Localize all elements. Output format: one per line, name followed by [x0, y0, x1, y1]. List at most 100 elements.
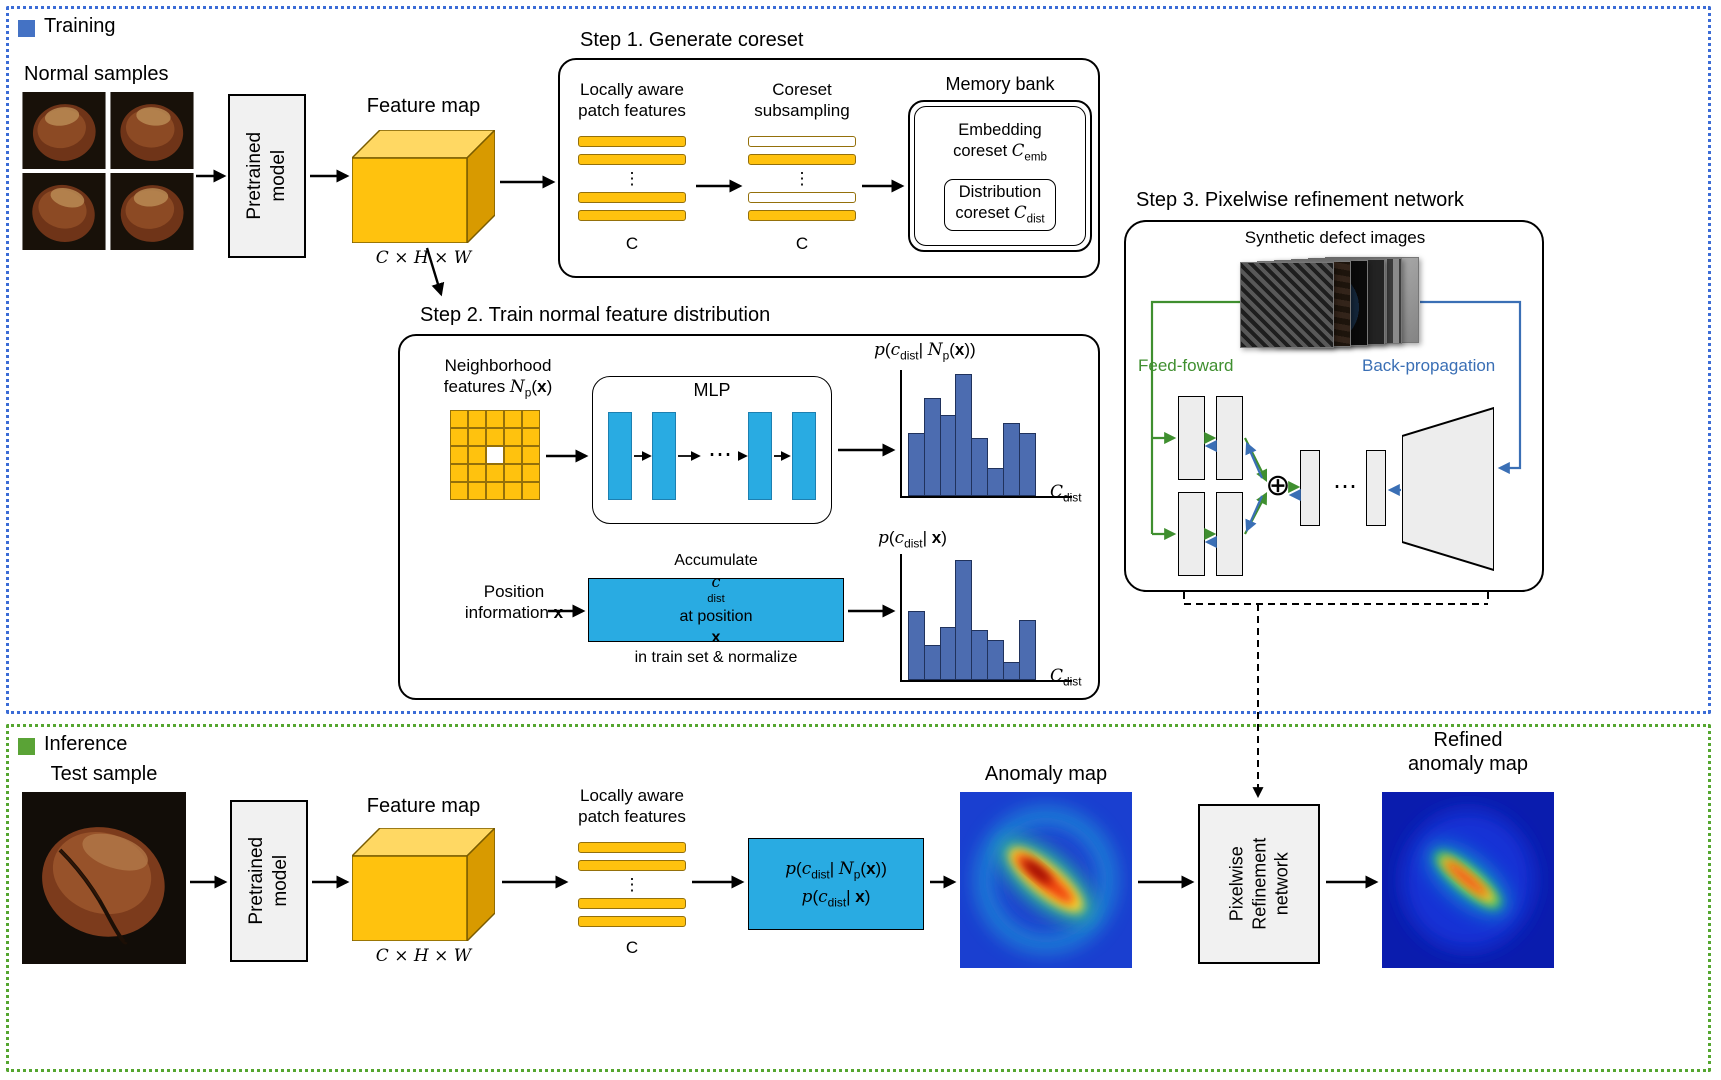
- subscript: dist: [827, 895, 847, 910]
- hist-bar: [971, 438, 989, 496]
- encoder-block: [1216, 396, 1243, 480]
- patch-features-label: Locally aware patch features: [578, 786, 686, 826]
- patch-features-label: Locally aware patch features: [578, 80, 686, 120]
- vertical-ellipsis: ⋮: [623, 169, 641, 188]
- feed-forward-label: Feed-foward: [1138, 356, 1234, 375]
- subscript: dist: [1063, 674, 1082, 689]
- normal-sample-image: [22, 173, 106, 250]
- mlp-layer-bar: [608, 412, 632, 500]
- patch-feature-bar: [578, 154, 686, 165]
- grid-cell: [504, 428, 522, 446]
- grid-cell: [468, 446, 486, 464]
- grid-cell: [450, 410, 468, 428]
- network-ellipsis: ⋯: [1333, 473, 1357, 500]
- patch-feature-bar: [748, 210, 856, 221]
- hist-bar: [1002, 422, 1020, 496]
- hist1-axis-label: Cdist: [1050, 482, 1082, 504]
- encoder-block: [1216, 492, 1243, 576]
- coreset-c-label: C: [795, 234, 809, 253]
- hist-bar: [987, 468, 1005, 496]
- feature-map-cuboid: [352, 828, 495, 941]
- grid-center-cell: [486, 446, 504, 464]
- training-region: [6, 6, 1711, 714]
- text-segment: )): [964, 340, 976, 359]
- text-segment: p: [801, 887, 813, 907]
- text-segment: (: [531, 376, 538, 396]
- hist-bar: [923, 397, 941, 496]
- embedding-coreset-label: Embedding coreset Cemb: [953, 121, 1047, 165]
- feature-map-label: Feature map: [366, 95, 481, 117]
- grid-cell: [522, 464, 540, 482]
- text-segment: c: [711, 571, 721, 591]
- subscript: dist: [900, 348, 919, 363]
- hist-bar: [1018, 619, 1036, 680]
- encoder-block: [1178, 492, 1205, 576]
- hist1-title: p(cdist| Np(x)): [874, 340, 976, 362]
- position-information-label: Position information x: [430, 582, 598, 623]
- text-segment: )): [875, 858, 887, 878]
- grid-cell: [486, 410, 504, 428]
- subscript: dist: [1063, 490, 1082, 505]
- mlp-label: MLP: [693, 380, 731, 400]
- hist-bar: [955, 373, 973, 496]
- pretrained-model-label: Pretrained model: [244, 132, 290, 220]
- subscript: p: [942, 348, 950, 363]
- hist-bar: [1018, 433, 1036, 496]
- probability-line-2: p(cdist| x): [802, 887, 871, 909]
- text-segment: c: [894, 528, 905, 548]
- mlp-layer-bar: [792, 412, 816, 500]
- grid-cell: [450, 464, 468, 482]
- neighborhood-grid: [450, 410, 540, 500]
- patch-feature-bars: ⋮: [578, 136, 686, 221]
- hist2-title: p(cdist| x): [878, 528, 947, 550]
- text-segment: x: [954, 340, 965, 359]
- text-segment: C: [1014, 202, 1027, 222]
- text-segment: x: [855, 887, 865, 906]
- coreset-subsampling-label: Coreset subsampling: [754, 80, 850, 120]
- text-segment: p: [874, 340, 885, 360]
- subscript: dist: [707, 593, 725, 606]
- feature-map-label: Feature map: [366, 795, 481, 817]
- text-segment: C: [1050, 666, 1064, 686]
- grid-cell: [504, 464, 522, 482]
- pretrained-model-label: Pretrained model: [246, 837, 292, 925]
- text-segment: in train set & normalize: [634, 649, 798, 667]
- histogram-conditional: [900, 370, 1072, 498]
- hist-bar: [908, 610, 925, 680]
- neighborhood-features-label: Neighborhood features Np(x): [414, 356, 582, 400]
- text-segment: x: [553, 602, 564, 622]
- grid-cell: [468, 410, 486, 428]
- patch-feature-bar: [578, 898, 686, 909]
- training-legend-label: Training: [44, 15, 116, 37]
- inference-region: [6, 724, 1711, 1072]
- synthetic-image-stack: [1240, 257, 1420, 352]
- grid-cell: [450, 446, 468, 464]
- grid-cell: [504, 482, 522, 500]
- step1-box: [558, 58, 1100, 278]
- back-propagation-label: Back-propagation: [1362, 356, 1496, 375]
- text-segment: x: [711, 628, 721, 646]
- text-segment: c: [801, 858, 812, 879]
- grid-cell: [486, 464, 504, 482]
- inference-legend-label: Inference: [44, 733, 128, 755]
- hist-bar: [987, 639, 1005, 680]
- patch-feature-bar: [578, 136, 686, 147]
- text-segment: ): [941, 528, 947, 547]
- text-segment: (: [812, 887, 819, 906]
- hist2-axis-label: Cdist: [1050, 666, 1082, 688]
- text-segment: Embedding coreset: [953, 121, 1042, 160]
- inference-legend-swatch: [18, 738, 35, 755]
- training-legend-swatch: [18, 20, 35, 37]
- synthetic-defect-images-label: Synthetic defect images: [1244, 228, 1426, 247]
- hist-bar: [939, 415, 957, 496]
- normal-sample-image: [110, 173, 194, 250]
- hist-bar: [939, 627, 957, 680]
- refinement-network-box: Pixelwise Refinement network: [1198, 804, 1320, 964]
- hist-bar: [908, 433, 925, 496]
- patch-feature-bar: [578, 842, 686, 853]
- feature-map-cuboid: [352, 130, 495, 243]
- text-segment: x: [537, 376, 547, 396]
- vertical-ellipsis: ⋮: [623, 875, 641, 894]
- text-segment: (: [884, 340, 891, 359]
